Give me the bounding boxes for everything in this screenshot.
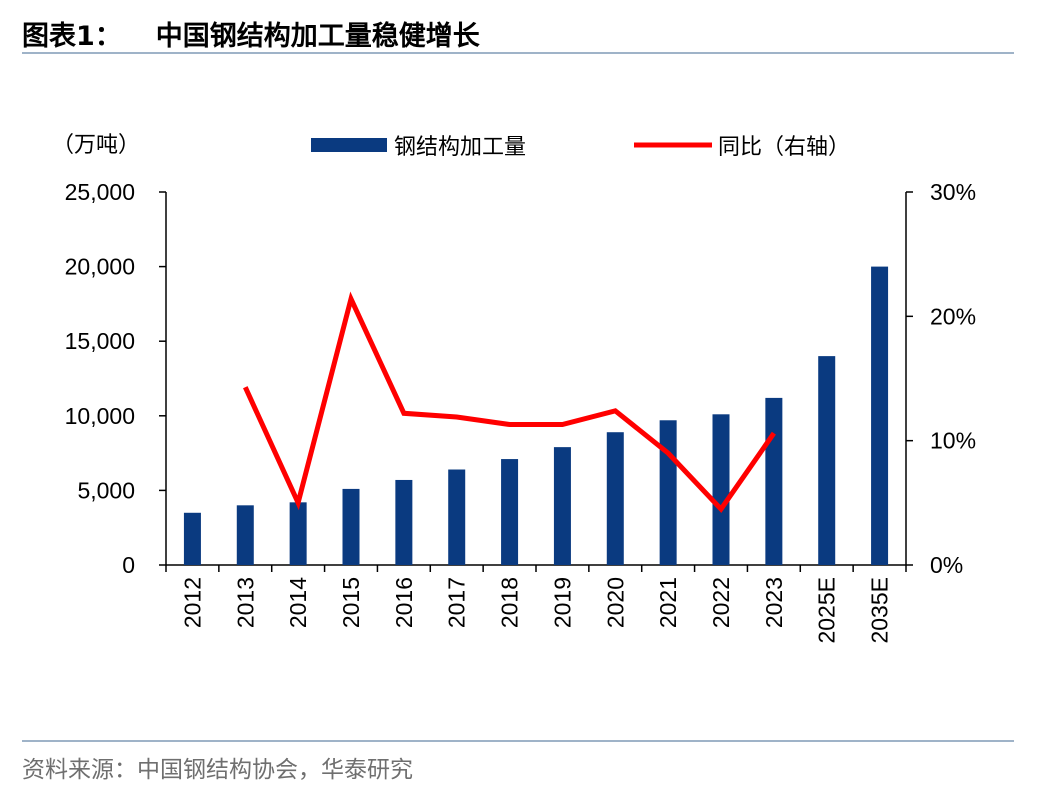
bars-layer: [183, 266, 889, 565]
right-axis-tick-label: 10%: [930, 428, 976, 454]
legend-label-bar: 钢结构加工量: [394, 135, 526, 160]
bar-2019: [553, 447, 571, 565]
x-axis-tick-label: 2014: [285, 577, 311, 628]
bar-2012: [183, 512, 201, 565]
left-axis-tick-label: 0: [122, 552, 135, 578]
x-axis-tick-label: 2015: [338, 577, 364, 628]
left-axis-unit-label: （万吨）: [52, 133, 140, 158]
x-axis-tick-label: 2020: [602, 577, 628, 628]
source-divider: [22, 740, 1014, 742]
x-axis-tick-label: 2022: [708, 577, 734, 628]
figure-title-text: 中国钢结构加工量稳健增长: [155, 21, 480, 52]
bar-2016: [395, 479, 413, 565]
left-axis-tick-label: 25,000: [65, 179, 135, 205]
x-axis-tick-label: 2021: [655, 577, 681, 628]
x-axis-tick-label: 2025E: [814, 577, 840, 644]
x-axis-tick-label: 2016: [391, 577, 417, 628]
line-layer: [243, 291, 776, 514]
x-axis-tick-label: 2012: [179, 577, 205, 628]
x-axis-tick-label: 2017: [444, 577, 470, 628]
legend-label-line: 同比（右轴）: [718, 135, 850, 160]
bar-2014: [289, 502, 307, 565]
bar-2021: [659, 420, 677, 565]
x-axis-tick-label: 2019: [549, 577, 575, 628]
bar-2025E: [818, 356, 836, 565]
x-axis-tick-label: 2035E: [867, 577, 893, 644]
bar-2023: [765, 397, 783, 565]
x-axis-tick-label: 2023: [761, 577, 787, 628]
bar-2013: [236, 505, 254, 565]
left-axis-tick-label: 10,000: [65, 403, 135, 429]
bar-2020: [606, 432, 624, 565]
legend-layer: 钢结构加工量 同比（右轴）: [311, 135, 850, 160]
bar-2017: [448, 469, 466, 565]
x-axis-tick-label: 2013: [232, 577, 258, 628]
bar-2035E: [871, 266, 889, 565]
x-axis-tick-label: 2018: [497, 577, 523, 628]
source-note: 资料来源：中国钢结构协会，华泰研究: [22, 757, 413, 783]
left-axis-tick-label: 15,000: [65, 328, 135, 354]
right-axis-tick-label: 0%: [930, 552, 963, 578]
right-axis-tick-label: 30%: [930, 179, 976, 205]
right-axis-tick-label: 20%: [930, 303, 976, 329]
axes-layer: [159, 191, 913, 572]
left-axis-tick-label: 5,000: [77, 477, 135, 503]
left-axis-tick-label: 20,000: [65, 254, 135, 280]
bar-2018: [501, 459, 519, 565]
chart: 0 5,000 10,000 15,000 20,000 25,000 0% 10% 20% 30…: [52, 133, 976, 644]
legend-swatch-bar: [311, 138, 387, 152]
bar-2015: [342, 488, 360, 565]
figure-title: 图表1： 中国钢结构加工量稳健增长: [22, 14, 480, 53]
figure-title-prefix: 图表1：: [22, 21, 122, 52]
labels-layer: 0 5,000 10,000 15,000 20,000 25,000 0% 10% 20% 30…: [52, 133, 976, 644]
bar-2022: [712, 414, 730, 565]
title-divider: [22, 52, 1014, 54]
